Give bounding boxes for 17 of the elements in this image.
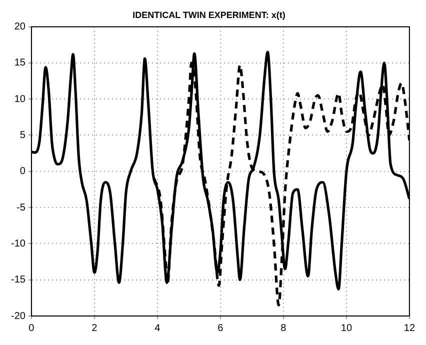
y-tick-label: -5 xyxy=(16,202,26,214)
x-tick-label: 8 xyxy=(280,322,287,334)
x-tick-label: 2 xyxy=(92,322,98,334)
x-tick-label: 0 xyxy=(28,322,35,334)
y-tick-label: -20 xyxy=(11,310,26,322)
y-tick-label: 0 xyxy=(20,166,26,178)
chart-title: IDENTICAL TWIN EXPERIMENT: x(t) xyxy=(132,10,286,20)
x-tick-label: 12 xyxy=(404,322,416,334)
y-tick-label: -10 xyxy=(11,238,26,250)
y-tick-label: 10 xyxy=(14,94,26,105)
y-tick-label: -15 xyxy=(11,274,26,286)
x-tick-label: 6 xyxy=(218,322,224,334)
x-tick-label: 10 xyxy=(340,322,352,334)
y-tick-label: 15 xyxy=(14,58,26,69)
x-tick-label: 4 xyxy=(154,322,161,334)
y-tick-label: 5 xyxy=(20,130,26,141)
y-tick-label: 20 xyxy=(14,22,26,33)
